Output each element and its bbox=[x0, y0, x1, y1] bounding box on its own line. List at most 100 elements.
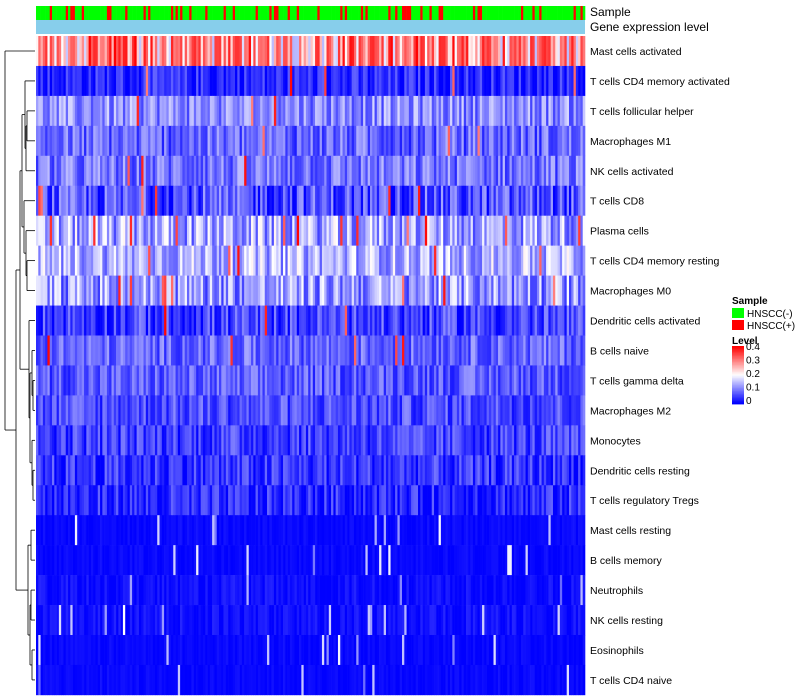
heatmap-cell bbox=[90, 155, 94, 187]
heatmap-cell bbox=[440, 365, 444, 396]
heatmap-cell bbox=[495, 215, 499, 246]
heatmap-cell bbox=[161, 515, 165, 546]
heatmap-cell bbox=[575, 365, 579, 396]
heatmap-cell bbox=[145, 65, 149, 97]
heatmap-cell bbox=[358, 485, 362, 516]
heatmap-cell bbox=[77, 245, 80, 276]
heatmap-cell bbox=[498, 335, 501, 366]
heatmap-cell bbox=[317, 65, 320, 97]
heatmap-cell bbox=[225, 155, 229, 187]
heatmap-cell bbox=[191, 245, 195, 276]
heatmap-cell bbox=[415, 305, 419, 336]
heatmap-cell bbox=[452, 515, 455, 546]
heatmap-cell bbox=[360, 275, 364, 306]
heatmap-cell bbox=[292, 455, 295, 486]
heatmap-cell bbox=[102, 605, 105, 636]
heatmap-cell bbox=[514, 185, 517, 216]
heatmap-cell bbox=[109, 485, 112, 516]
heatmap-cell bbox=[392, 515, 396, 546]
heatmap-cell bbox=[40, 65, 44, 97]
sample-cell bbox=[86, 6, 89, 20]
heatmap-cell bbox=[111, 215, 115, 246]
heatmap-cell bbox=[72, 335, 76, 366]
heatmap-cell bbox=[315, 395, 318, 426]
heatmap-cell bbox=[324, 395, 327, 426]
heatmap-cell bbox=[580, 275, 584, 306]
heatmap-cell bbox=[422, 575, 426, 606]
heatmap-cell bbox=[390, 36, 394, 67]
heatmap-cell bbox=[509, 485, 513, 516]
heatmap-cell bbox=[504, 575, 508, 606]
heatmap-cell bbox=[221, 215, 224, 246]
heatmap-cell bbox=[255, 275, 259, 306]
heatmap-cell bbox=[331, 245, 334, 276]
heatmap-cell bbox=[102, 515, 105, 546]
heatmap-cell bbox=[52, 65, 55, 97]
heatmap-cell bbox=[532, 185, 535, 216]
heatmap-cell bbox=[97, 515, 101, 546]
heatmap-cell bbox=[516, 485, 519, 516]
heatmap-cell bbox=[113, 485, 117, 516]
heatmap-cell bbox=[447, 395, 451, 426]
heatmap-cell bbox=[93, 305, 96, 336]
heatmap-cell bbox=[552, 365, 556, 396]
heatmap-cell bbox=[276, 365, 279, 396]
heatmap-cell bbox=[159, 245, 163, 276]
heatmap-cell bbox=[200, 95, 204, 127]
heatmap-cell bbox=[440, 36, 444, 67]
heatmap-cell bbox=[411, 455, 414, 486]
heatmap-cell bbox=[212, 36, 215, 67]
heatmap-cell bbox=[292, 545, 295, 576]
heatmap-cell bbox=[541, 155, 545, 187]
sample-cell bbox=[315, 6, 318, 20]
heatmap-cell bbox=[36, 65, 39, 97]
heatmap-cell bbox=[42, 305, 46, 336]
heatmap-cell bbox=[539, 125, 542, 157]
heatmap-cell bbox=[271, 335, 275, 366]
heatmap-cell bbox=[532, 36, 535, 67]
heatmap-cell bbox=[122, 125, 126, 157]
heatmap-cell bbox=[456, 515, 460, 546]
heatmap-cell bbox=[344, 275, 348, 306]
heatmap-cell bbox=[65, 335, 69, 366]
sample-cell bbox=[79, 6, 83, 20]
heatmap-cell bbox=[148, 125, 151, 157]
heatmap-cell bbox=[56, 95, 60, 127]
heatmap-cell bbox=[479, 36, 483, 67]
heatmap-cell bbox=[106, 425, 110, 456]
heatmap-cell bbox=[376, 125, 380, 157]
heatmap-cell bbox=[143, 455, 147, 486]
heatmap-cell bbox=[520, 365, 524, 396]
heatmap-cell bbox=[475, 335, 478, 366]
heatmap-cell bbox=[232, 155, 236, 187]
heatmap-cell bbox=[237, 485, 240, 516]
heatmap-cell bbox=[283, 125, 286, 157]
heatmap-cell bbox=[331, 185, 334, 216]
heatmap-cell bbox=[177, 245, 181, 276]
heatmap-cell bbox=[500, 335, 503, 366]
heatmap-cell bbox=[145, 335, 149, 366]
heatmap-cell bbox=[212, 245, 215, 276]
heatmap-cell bbox=[189, 365, 192, 396]
heatmap-cell bbox=[93, 95, 96, 127]
heatmap-cell bbox=[223, 335, 227, 366]
heatmap-cell bbox=[365, 335, 368, 366]
heatmap-cell bbox=[45, 605, 48, 636]
sample-cell bbox=[207, 6, 211, 20]
heatmap-cell bbox=[543, 125, 547, 157]
heatmap-cell bbox=[514, 36, 517, 67]
heatmap-cell bbox=[479, 545, 483, 576]
heatmap-cell bbox=[543, 95, 547, 127]
heatmap-cell bbox=[310, 455, 314, 486]
heatmap-cell bbox=[395, 575, 398, 606]
heatmap-cell bbox=[383, 425, 387, 456]
heatmap-cell bbox=[296, 305, 300, 336]
heatmap-cell bbox=[186, 125, 190, 157]
heatmap-cell bbox=[546, 155, 549, 187]
heatmap-cell bbox=[120, 365, 124, 396]
heatmap-cell bbox=[205, 485, 208, 516]
heatmap-cell bbox=[305, 125, 309, 157]
heatmap-cell bbox=[546, 545, 549, 576]
heatmap-cell bbox=[65, 36, 69, 67]
heatmap-cell bbox=[122, 215, 126, 246]
